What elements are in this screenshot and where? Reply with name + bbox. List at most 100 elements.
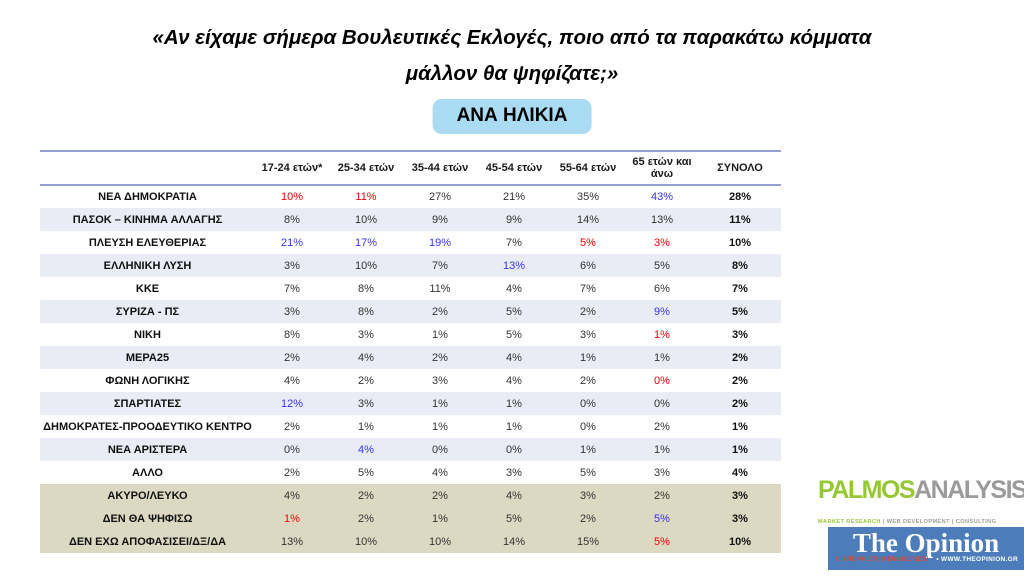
table-row: ΔΗΜΟΚΡΑΤΕΣ-ΠΡΟΟΔΕΥΤΙΚΟ ΚΕΝΤΡΟ 2% 1% 1% 1% 0% 2… xyxy=(40,415,781,438)
corner-cell xyxy=(40,151,255,186)
value-cell: 1% xyxy=(432,328,448,341)
value-cell: 4% xyxy=(284,374,300,387)
value-cell: 11% xyxy=(355,191,377,203)
table-header: 17-24 ετών* 25-34 ετών 35-44 ετών 45-54 ετώ… xyxy=(40,151,781,186)
value-cell: 14% xyxy=(502,535,526,548)
value-cell: 2% xyxy=(284,420,300,433)
value-cell: 3% xyxy=(654,236,670,249)
total-cell: 8% xyxy=(732,259,748,272)
column-header: 17-24 ετών* xyxy=(255,151,329,186)
table-row: ΚΚΕ 7% 8% 11% 4% 7% 6% 7% xyxy=(40,277,781,300)
table-row: ΠΑΣΟΚ – ΚΙΝΗΜΑ ΑΛΛΑΓΗΣ 8% 10% 9% 9% 14% 13% 11% xyxy=(40,208,781,231)
the-opinion-url: • WWW.THEOPINION.GR xyxy=(936,556,1018,563)
column-header: 35-44 ετών xyxy=(403,151,477,186)
value-cell: 6% xyxy=(654,282,670,295)
value-cell: 2% xyxy=(432,489,448,502)
party-label: ΝΕΑ ΑΡΙΣΤΕΡΑ xyxy=(107,443,188,456)
value-cell: 35% xyxy=(576,191,600,203)
value-cell: 2% xyxy=(432,351,448,364)
value-cell: 21% xyxy=(502,191,526,203)
table-row: ΝΕΑ ΑΡΙΣΤΕΡΑ 0% 4% 0% 0% 1% 1% 1% xyxy=(40,438,781,461)
value-cell: 3% xyxy=(580,489,596,502)
value-cell: 2% xyxy=(432,305,448,318)
poll-question-line1: «Αν είχαμε σήμερα Βουλευτικές Εκλογές, π… xyxy=(152,26,872,49)
the-opinion-wordmark: The Opinion xyxy=(852,528,1000,558)
table-row: ΜΕΡΑ25 2% 4% 2% 4% 1% 1% 2% xyxy=(40,346,781,369)
value-cell: 6% xyxy=(580,259,596,272)
the-opinion-tagline: Η ΑΠΟΨΗ ΣΤΗΝ ΕΝΗΜΕΡΩΣΗ xyxy=(836,556,929,563)
total-cell: 3% xyxy=(732,489,748,502)
value-cell: 21% xyxy=(280,236,304,249)
value-cell: 0% xyxy=(432,443,448,456)
value-cell: 3% xyxy=(284,305,300,318)
value-cell: 2% xyxy=(284,466,300,479)
value-cell: 10% xyxy=(280,191,304,203)
value-cell: 0% xyxy=(654,397,670,410)
value-cell: 13% xyxy=(280,535,304,548)
total-cell: 3% xyxy=(732,512,748,525)
party-label: ΝΕΑ ΔΗΜΟΚΡΑΤΙΑ xyxy=(98,191,197,203)
value-cell: 4% xyxy=(506,282,522,295)
value-cell: 2% xyxy=(580,305,596,318)
value-cell: 9% xyxy=(654,305,670,318)
value-cell: 2% xyxy=(358,374,374,387)
value-cell: 4% xyxy=(506,351,522,364)
total-cell: 10% xyxy=(728,535,752,548)
value-cell: 9% xyxy=(432,213,448,226)
value-cell: 13% xyxy=(502,259,526,272)
palmos-tagline-web-development: WEB DEVELOPMENT xyxy=(886,519,950,525)
value-cell: 2% xyxy=(580,512,596,525)
value-cell: 11% xyxy=(429,282,451,295)
party-label: ΔΕΝ ΘΑ ΨΗΦΙΣΩ xyxy=(102,512,193,525)
value-cell: 5% xyxy=(506,305,522,318)
value-cell: 5% xyxy=(654,259,670,272)
table-row: ΣΠΑΡΤΙΑΤΕΣ 12% 3% 1% 1% 0% 0% 2% xyxy=(40,392,781,415)
column-header: 45-54 ετών xyxy=(477,151,551,186)
table-row: ΝΕΑ ΔΗΜΟΚΡΑΤΙΑ 10% 11% 27% 21% 35% 43% 28% xyxy=(40,185,781,208)
value-cell: 2% xyxy=(358,512,374,525)
total-cell: 1% xyxy=(732,420,748,433)
value-cell: 5% xyxy=(506,328,522,341)
value-cell: 4% xyxy=(506,374,522,387)
table-body: ΝΕΑ ΔΗΜΟΚΡΑΤΙΑ 10% 11% 27% 21% 35% 43% 28% ΠΑΣΟΚ… xyxy=(40,185,781,553)
value-cell: 8% xyxy=(358,305,374,318)
value-cell: 5% xyxy=(654,512,670,525)
palmos-wordmark: PALMOSANALYSIS xyxy=(818,476,1024,504)
party-label: ΠΛΕΥΣΗ ΕΛΕΥΘΕΡΙΑΣ xyxy=(88,236,207,249)
value-cell: 15% xyxy=(576,535,600,548)
party-label: ΚΚΕ xyxy=(135,282,160,295)
palmos-tagline-sep: | xyxy=(880,519,887,525)
value-cell: 12% xyxy=(280,397,304,410)
value-cell: 4% xyxy=(432,466,448,479)
party-label: ΝΙΚΗ xyxy=(134,328,161,341)
palmos-word-green: PALMOS xyxy=(818,476,916,504)
value-cell: 10% xyxy=(354,213,378,226)
total-cell: 28% xyxy=(728,191,752,203)
value-cell: 10% xyxy=(428,535,452,548)
value-cell: 1% xyxy=(580,443,596,456)
value-cell: 13% xyxy=(650,213,674,226)
age-breakdown-badge: ΑΝΑ ΗΛΙΚΙΑ xyxy=(432,99,592,134)
party-label: ΔΗΜΟΚΡΑΤΕΣ-ΠΡΟΟΔΕΥΤΙΚΟ ΚΕΝΤΡΟ xyxy=(43,420,252,433)
value-cell: 4% xyxy=(506,489,522,502)
value-cell: 7% xyxy=(580,282,596,295)
value-cell: 1% xyxy=(432,512,448,525)
value-cell: 10% xyxy=(354,535,378,548)
column-header: ΣΥΝΟΛΟ xyxy=(699,151,781,186)
table-row: ΔΕΝ ΘΑ ΨΗΦΙΣΩ 1% 2% 1% 5% 2% 5% 3% xyxy=(40,507,781,530)
value-cell: 4% xyxy=(284,489,300,502)
value-cell: 7% xyxy=(432,259,448,272)
value-cell: 3% xyxy=(358,328,374,341)
palmos-tagline: MARKET RESEARCH | WEB DEVELOPMENT | CONS… xyxy=(818,519,1024,525)
poll-question-line2: μάλλον θα ψηφίζατε;» xyxy=(405,62,619,85)
value-cell: 1% xyxy=(654,351,670,364)
value-cell: 4% xyxy=(358,351,374,364)
value-cell: 1% xyxy=(506,397,522,410)
table-row: ΕΛΛΗΝΙΚΗ ΛΥΣΗ 3% 10% 7% 13% 6% 5% 8% xyxy=(40,254,781,277)
value-cell: 5% xyxy=(358,466,374,479)
value-cell: 1% xyxy=(284,512,300,525)
total-cell: 2% xyxy=(732,374,748,387)
value-cell: 5% xyxy=(654,535,670,548)
value-cell: 1% xyxy=(580,351,596,364)
value-cell: 8% xyxy=(284,213,300,226)
